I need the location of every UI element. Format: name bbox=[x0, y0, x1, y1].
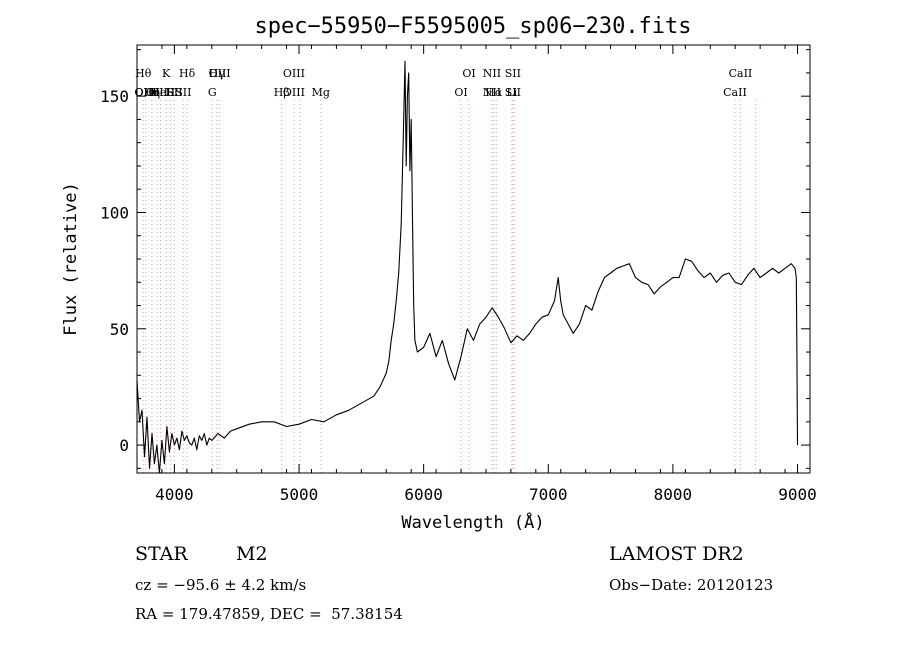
plot-frame bbox=[136, 44, 811, 474]
line-label-bottom: CaII bbox=[723, 86, 747, 99]
y-tick-label: 50 bbox=[110, 320, 129, 339]
y-axis-label: Flux (relative) bbox=[61, 182, 81, 336]
object-class: STAR bbox=[135, 543, 188, 565]
y-tick-label: 150 bbox=[100, 87, 129, 106]
line-label-top: K bbox=[162, 67, 171, 80]
line-label-bottom: H bbox=[166, 86, 176, 99]
x-tick-label: 4000 bbox=[155, 485, 194, 504]
line-label-bottom: SII bbox=[505, 86, 521, 99]
line-label-top: Hθ bbox=[135, 67, 152, 80]
line-label-bottom: Hα bbox=[485, 86, 503, 99]
y-tick-label: 100 bbox=[100, 203, 129, 222]
x-tick-label: 5000 bbox=[280, 485, 319, 504]
line-label-bottom: NII bbox=[483, 86, 501, 99]
line-label-bottom: G bbox=[208, 86, 217, 99]
line-marker-layer: HθOIIOIIIHηOIIIHeIKHSIISIIHδGHγOIIIHβOII… bbox=[134, 67, 756, 473]
coordinates: RA = 179.47859, DEC = 57.38154 bbox=[135, 605, 403, 623]
observation-date: Obs−Date: 20120123 bbox=[609, 576, 774, 594]
line-label-bottom: OIII bbox=[283, 86, 305, 99]
line-label-bottom: Hβ bbox=[274, 86, 290, 99]
line-label-top: OIII bbox=[283, 67, 305, 80]
spectrum-layer bbox=[136, 60, 799, 474]
spectrum-line bbox=[136, 60, 799, 474]
line-label-bottom: Hη bbox=[144, 86, 160, 99]
line-label-bottom: Mg bbox=[312, 86, 330, 99]
line-label-top: OIII bbox=[209, 67, 231, 80]
y-tick-label: 0 bbox=[119, 436, 129, 455]
axis-ticks: 4000 5000 6000 7000 8000 9000 0 50 100 150 bbox=[100, 45, 817, 504]
line-label-bottom: OI bbox=[454, 86, 467, 99]
line-label-bottom: OIII bbox=[146, 86, 168, 99]
survey-name: LAMOST DR2 bbox=[609, 543, 744, 565]
line-label-bottom: SII bbox=[175, 86, 191, 99]
spectral-subclass: M2 bbox=[236, 543, 268, 565]
redshift-value: cz = −95.6 ± 4.2 km/s bbox=[135, 576, 307, 594]
chart-title: spec−55950−F5595005_sp06−230.fits bbox=[254, 14, 691, 39]
line-label-top: Hγ bbox=[209, 67, 226, 80]
line-label-top: OI bbox=[462, 67, 475, 80]
x-axis-label: Wavelength (Å) bbox=[401, 511, 544, 533]
x-tick-label: 6000 bbox=[404, 485, 443, 504]
line-label-bottom: HeI bbox=[150, 86, 170, 99]
line-label-bottom: SII bbox=[166, 86, 182, 99]
line-label-bottom: Li bbox=[506, 86, 517, 99]
x-tick-label: 9000 bbox=[778, 485, 817, 504]
line-label-top: NII bbox=[483, 67, 501, 80]
line-label-top: Hδ bbox=[179, 67, 196, 80]
line-label-top: SII bbox=[505, 67, 521, 80]
line-label-top: CaII bbox=[729, 67, 753, 80]
x-tick-label: 8000 bbox=[654, 485, 693, 504]
x-tick-label: 7000 bbox=[529, 485, 568, 504]
